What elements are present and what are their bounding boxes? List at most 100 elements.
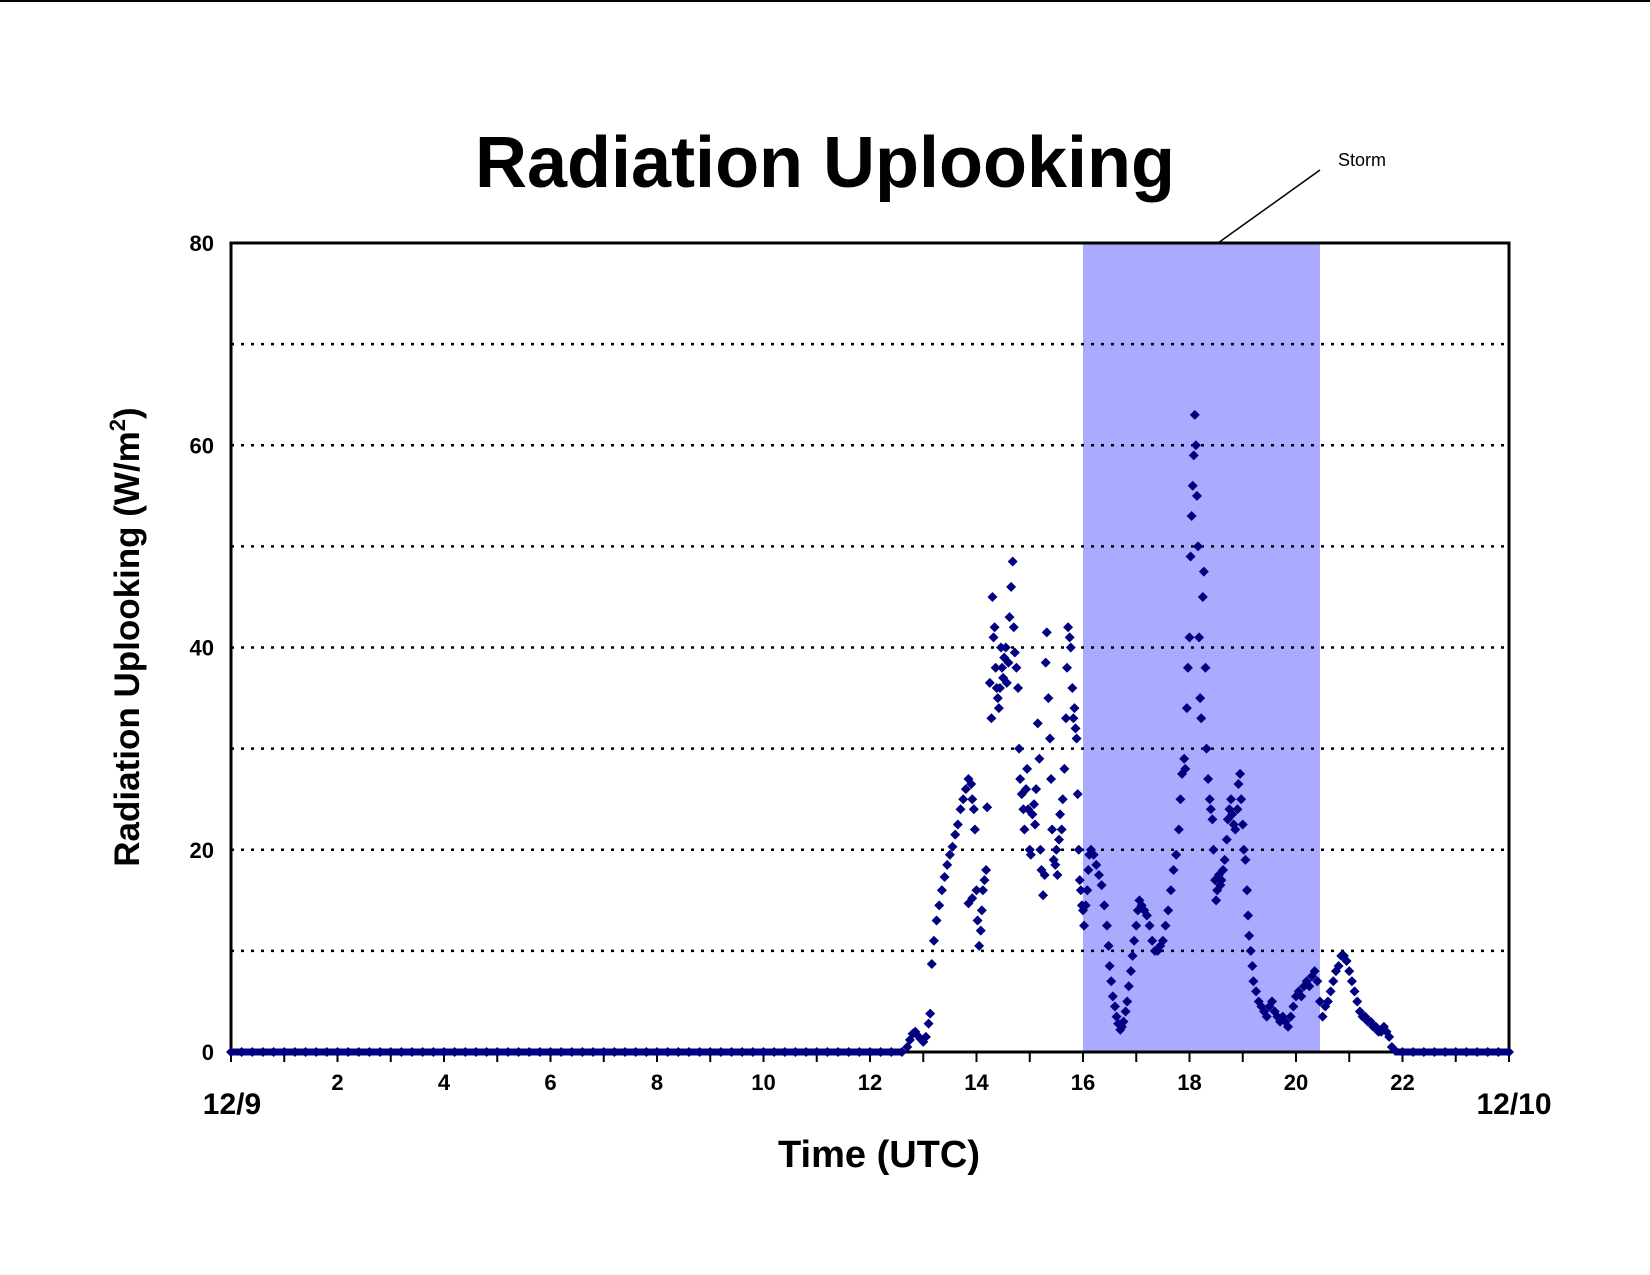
data-point: [974, 940, 985, 951]
data-point: [1056, 824, 1067, 835]
data-point: [989, 622, 1000, 633]
data-point: [1261, 1011, 1272, 1022]
data-point: [1235, 768, 1246, 779]
data-point: [1160, 920, 1171, 931]
x-tick-label: 12: [858, 1070, 882, 1095]
data-point: [984, 677, 995, 688]
x-tick-label: 4: [438, 1070, 451, 1095]
data-point: [931, 915, 942, 926]
data-point: [1203, 773, 1214, 784]
data-point: [947, 841, 958, 852]
data-point: [979, 875, 990, 886]
y-tick-label: 40: [190, 636, 214, 661]
data-point: [1180, 763, 1191, 774]
data-point: [1227, 809, 1238, 820]
y-axis-label: Radiation Uplooking (W/m2): [105, 407, 147, 866]
data-point: [1201, 743, 1212, 754]
data-point: [1021, 784, 1032, 795]
data-point: [1200, 662, 1211, 673]
storm-leader-line: [1217, 169, 1321, 244]
data-point: [1243, 910, 1254, 921]
data-point: [1244, 930, 1255, 941]
data-point: [934, 900, 945, 911]
data-point: [1072, 789, 1083, 800]
data-point: [1219, 854, 1230, 865]
data-point: [1009, 647, 1020, 658]
data-point: [1029, 799, 1040, 810]
data-point: [1075, 885, 1086, 896]
data-point: [1019, 824, 1030, 835]
data-point: [1283, 1021, 1294, 1032]
data-point: [1011, 662, 1022, 673]
data-point: [1144, 920, 1155, 931]
data-point: [1041, 627, 1052, 638]
data-point: [1025, 849, 1036, 860]
data-point: [1179, 753, 1190, 764]
data-point: [942, 859, 953, 870]
data-point: [1188, 450, 1199, 461]
data-point: [1233, 779, 1244, 790]
data-point: [1054, 834, 1065, 845]
x-tick-label: 8: [651, 1070, 663, 1095]
data-point: [1129, 935, 1140, 946]
data-point: [1039, 870, 1050, 881]
y-axis-label-main: Radiation Uplooking (W/m: [108, 431, 147, 867]
data-point: [1068, 713, 1079, 724]
data-point: [1052, 870, 1063, 881]
data-point: [1079, 920, 1090, 931]
data-point: [950, 829, 961, 840]
data-point: [987, 591, 998, 602]
data-point: [1022, 763, 1033, 774]
data-point: [1157, 935, 1168, 946]
data-point: [1001, 677, 1012, 688]
data-point: [1003, 657, 1014, 668]
data-point: [1322, 996, 1333, 1007]
x-tick-label: 2: [331, 1070, 343, 1095]
y-tick-label: 80: [190, 231, 214, 256]
data-point: [1314, 996, 1325, 1007]
data-point: [955, 804, 966, 815]
data-point: [1216, 875, 1227, 886]
data-point: [1226, 794, 1237, 805]
data-point: [1125, 966, 1136, 977]
data-point: [1171, 849, 1182, 860]
data-point: [977, 885, 988, 896]
data-point: [1007, 556, 1018, 567]
data-point: [1236, 794, 1247, 805]
gridlines: [231, 342, 1509, 953]
data-point: [1341, 955, 1352, 966]
x-axis-ticks: 2 4 6 8 10 12 14 16 18 20 22 12/9 12/10: [203, 1052, 1552, 1121]
data-point: [1198, 566, 1209, 577]
data-point: [1184, 632, 1195, 643]
x-axis-label: Time (UTC): [778, 1134, 980, 1176]
data-point: [1055, 809, 1066, 820]
data-point: [988, 632, 999, 643]
data-point: [1173, 824, 1184, 835]
data-point: [1346, 976, 1357, 987]
data-point: [1038, 890, 1049, 901]
data-point: [923, 1018, 934, 1029]
data-point: [1181, 703, 1192, 714]
data-point: [1304, 981, 1315, 992]
data-point: [958, 794, 969, 805]
data-point: [1247, 961, 1258, 972]
data-point: [1230, 824, 1241, 835]
data-point: [1194, 632, 1205, 643]
data-point: [1175, 794, 1186, 805]
data-point: [1080, 900, 1091, 911]
data-point: [952, 819, 963, 830]
data-point: [994, 682, 1005, 693]
data-point: [1082, 885, 1093, 896]
data-point: [1071, 733, 1082, 744]
data-point: [1191, 490, 1202, 501]
data-point: [1050, 859, 1061, 870]
data-point: [1211, 895, 1222, 906]
data-point: [1317, 1011, 1328, 1022]
x-tick-label: 10: [751, 1070, 775, 1095]
data-point: [1248, 976, 1259, 987]
data-point: [1245, 945, 1256, 956]
data-point: [1073, 844, 1084, 855]
data-point: [990, 662, 1001, 673]
x-date-label: 12/9: [203, 1088, 261, 1121]
